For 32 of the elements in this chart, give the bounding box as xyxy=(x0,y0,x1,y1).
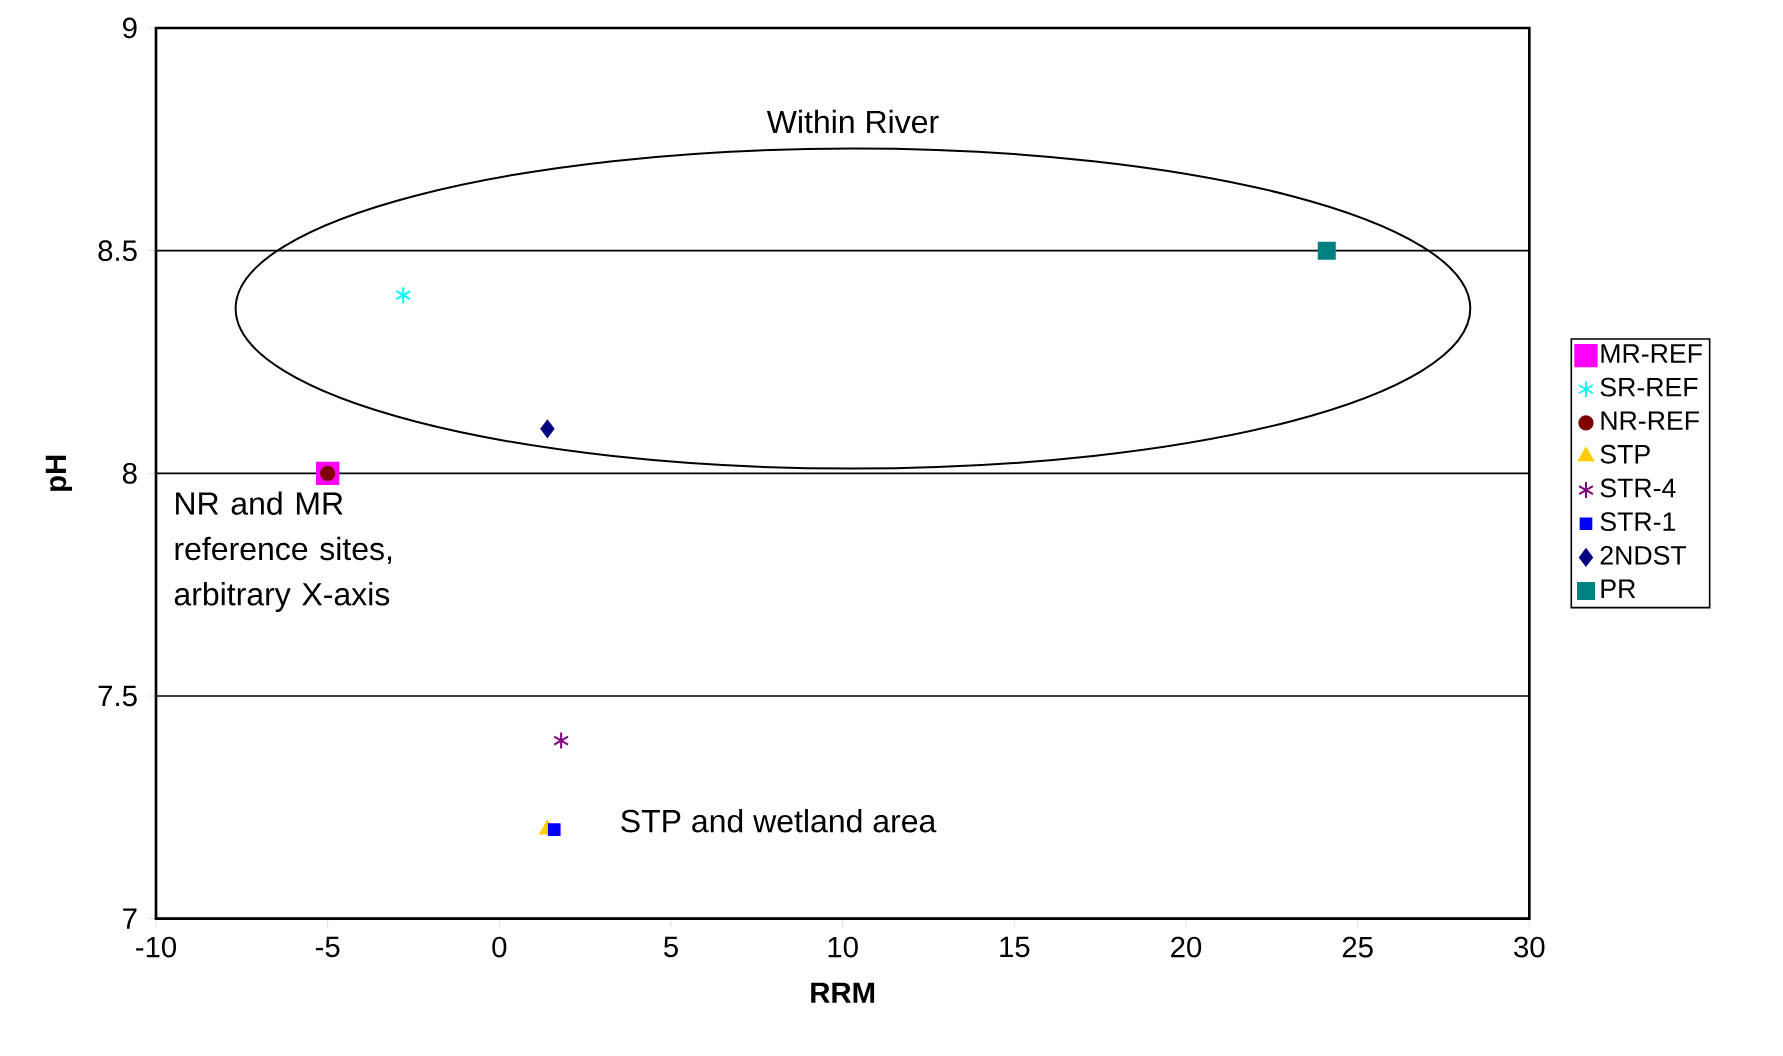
annotation: NR and MR reference sites, arbitrary X-axis xyxy=(174,491,392,612)
point xyxy=(540,419,555,438)
annotation: Within River xyxy=(766,109,939,134)
legend-label: NR-REF xyxy=(1601,411,1699,430)
legend-label: PR xyxy=(1601,579,1636,598)
y-tick-label: 8 xyxy=(122,462,137,484)
x-tick-label: 10 xyxy=(828,936,858,958)
x-tick-label: 5 xyxy=(664,936,678,958)
legend-label: STR-1 xyxy=(1600,512,1676,532)
x-axis-title: RRM xyxy=(811,982,875,1003)
x-tick-label: 30 xyxy=(1514,936,1545,958)
x-tick-label: 20 xyxy=(1171,936,1202,958)
point xyxy=(553,731,570,750)
x-tick-label: 15 xyxy=(1000,936,1030,958)
y-tick-label: 8.5 xyxy=(98,240,137,262)
x-tick-label: 0 xyxy=(492,936,507,958)
x-tick-label: 25 xyxy=(1342,936,1373,958)
legend-label: STR-4 xyxy=(1600,478,1676,498)
legend-label: MR-REF xyxy=(1601,344,1702,363)
annotation: STP and wetland area xyxy=(621,808,937,833)
y-tick-label: 7.5 xyxy=(98,685,137,707)
point xyxy=(395,286,412,305)
y-tick-label: 9 xyxy=(123,17,137,39)
y-axis-title: pH xyxy=(45,455,73,491)
legend-label: STP xyxy=(1600,444,1650,464)
point xyxy=(1317,241,1336,260)
y-tick-label: 7 xyxy=(123,908,137,929)
x-tick-label: -10 xyxy=(136,936,177,958)
x-tick-label: -5 xyxy=(315,936,340,958)
legend-label: SR-REF xyxy=(1600,377,1698,397)
legend-label: 2NDST xyxy=(1600,545,1687,565)
point xyxy=(547,823,561,836)
